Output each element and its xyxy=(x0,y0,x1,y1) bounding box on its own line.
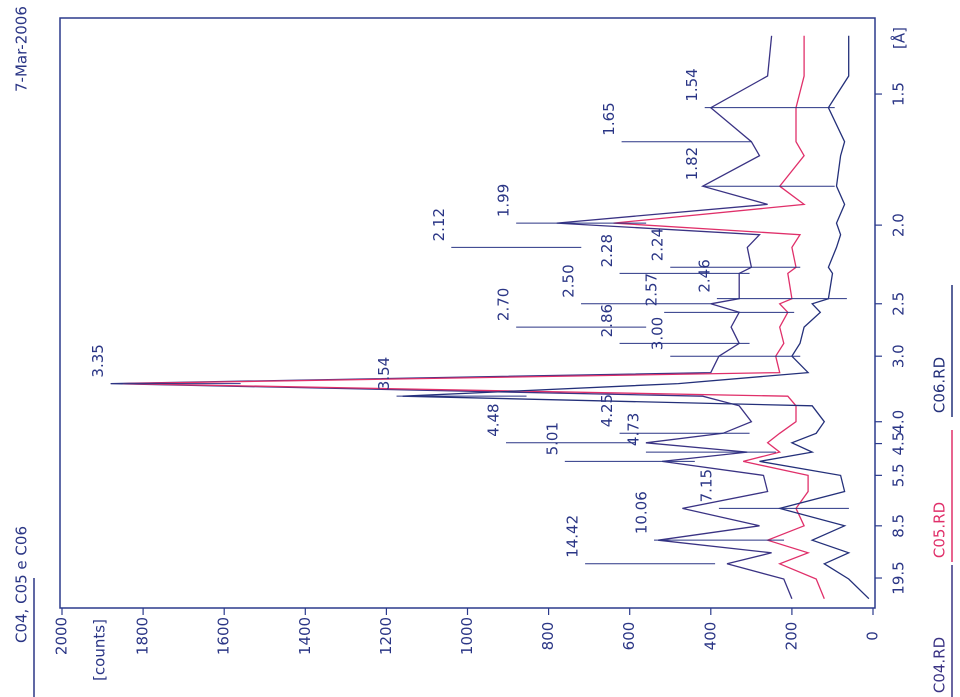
peak-label: 2.46 xyxy=(695,259,713,292)
peak-label: 2.12 xyxy=(430,208,448,241)
y-tick-label: 0 xyxy=(864,631,882,641)
chart-title: C04, C05 e C06 xyxy=(13,526,31,643)
series-line xyxy=(110,35,793,599)
plot-frame xyxy=(59,17,876,609)
x-tick-label: 1.5 xyxy=(890,82,908,106)
peak-label: 1.65 xyxy=(600,102,618,135)
x-tick-label: 19.5 xyxy=(890,561,908,594)
legend-label: C06.RD xyxy=(931,357,949,413)
legend-label: C05.RD xyxy=(931,502,949,558)
peak-label: 1.54 xyxy=(683,68,701,101)
x-tick-label: 3.0 xyxy=(890,344,908,368)
y-axis-title: [counts] xyxy=(91,619,109,681)
peak-label: 2.24 xyxy=(649,228,667,261)
series-line xyxy=(122,35,825,599)
legend-label: C04.RD xyxy=(931,637,949,693)
peak-label: 3.54 xyxy=(375,357,393,390)
y-tick-label: 1000 xyxy=(458,617,476,655)
x-tick-label: 4.0 xyxy=(890,410,908,434)
peak-label: 2.70 xyxy=(495,288,513,321)
y-tick-label: 200 xyxy=(782,622,800,651)
y-tick-label: 800 xyxy=(539,622,557,651)
y-tick-label: 1400 xyxy=(296,617,314,655)
peak-label: 1.82 xyxy=(683,147,701,180)
x-tick-label: 8.5 xyxy=(890,514,908,538)
chart-date: 7-Mar-2006 15:03 xyxy=(13,0,31,92)
y-tick-label: 1800 xyxy=(134,617,152,655)
peak-label: 4.48 xyxy=(485,403,503,436)
peak-label: 2.57 xyxy=(643,273,661,306)
y-tick-label: 400 xyxy=(701,622,719,651)
peak-label: 1.99 xyxy=(495,184,513,217)
peak-label: 3.35 xyxy=(89,344,107,377)
y-tick-label: 1600 xyxy=(215,617,233,655)
peak-label: 10.06 xyxy=(633,491,651,534)
peak-label: 14.42 xyxy=(564,515,582,558)
peak-label: 2.28 xyxy=(598,234,616,267)
x-tick-label: 4.5 xyxy=(890,432,908,456)
peak-label: 5.01 xyxy=(543,422,561,455)
x-tick-label: 2.5 xyxy=(890,292,908,316)
y-tick-label: 2000 xyxy=(53,617,71,655)
peak-label: 4.73 xyxy=(624,413,642,446)
peak-label: 2.50 xyxy=(560,264,578,297)
peak-label: 3.00 xyxy=(649,317,667,350)
x-axis-title: [Å] xyxy=(890,27,909,49)
peak-label: 7.15 xyxy=(697,469,715,502)
series-line xyxy=(402,35,870,600)
y-tick-label: 600 xyxy=(620,622,638,651)
y-tick-label: 1200 xyxy=(377,617,395,655)
peak-label: 4.25 xyxy=(598,394,616,427)
x-tick-label: 5.5 xyxy=(890,463,908,487)
x-tick-label: 2.0 xyxy=(890,213,908,237)
peak-label: 2.86 xyxy=(598,304,616,337)
